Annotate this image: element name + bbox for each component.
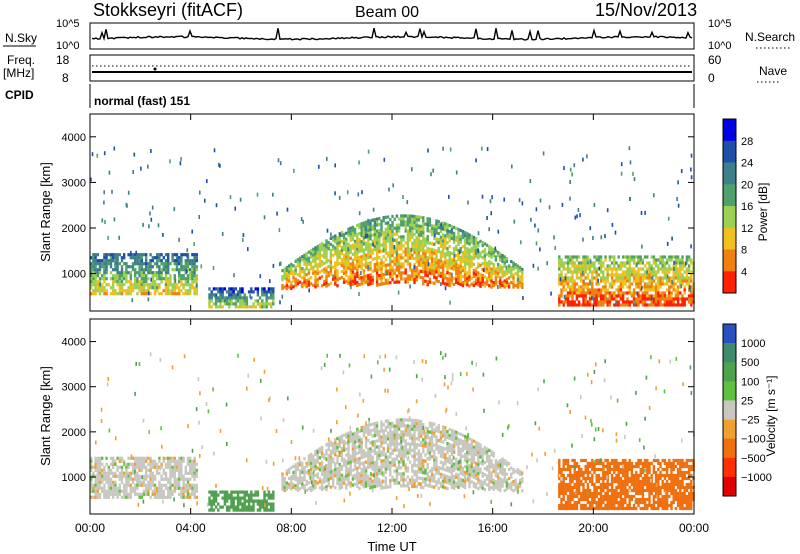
velocity-colorbar-swatch (723, 343, 736, 363)
noise-left-bottom-tick: 10^0 (56, 40, 80, 52)
power-colorbar-tick-label: 12 (741, 223, 753, 235)
power-echo-region (281, 214, 524, 291)
x-axis-ticks: 00:00 04:00 08:00 12:00 16:00 20:00 00:00 (75, 114, 709, 535)
power-y-tick-label: 3000 (62, 177, 86, 189)
power-echo-region (208, 287, 275, 309)
velocity-echo-region (208, 490, 275, 512)
power-colorbar-swatch (723, 184, 736, 207)
velocity-colorbar-swatch (723, 438, 736, 459)
x-tick-label: 16:00 (478, 521, 508, 535)
velocity-colorbar-swatch (723, 362, 736, 382)
velocity-colorbar-tick-label: −500 (741, 453, 766, 465)
power-scatter-echoes (90, 146, 693, 305)
power-colorbar-frame (722, 118, 737, 294)
velocity-colorbar-swatch (723, 400, 736, 420)
velocity-colorbar: 1000 500 100 25 −25 −100 −500 −1000 (722, 323, 772, 497)
x-tick-label: 20:00 (578, 521, 608, 535)
power-colorbar-swatch (723, 206, 736, 229)
power-y-tick-label: 2000 (62, 223, 86, 235)
power-colorbar-label: Power [dB] (756, 183, 770, 242)
velocity-colorbar-frame (722, 323, 737, 497)
power-colorbar-swatch (723, 162, 736, 185)
velocity-colorbar-swatch (723, 476, 736, 497)
power-colorbar-swatch (723, 140, 736, 163)
velocity-colorbar-tick-label: −1000 (741, 472, 772, 484)
freq-label-line2: [MHz] (3, 66, 34, 80)
power-y-tick-label: 4000 (62, 132, 86, 144)
frequency-panel: Freq. [MHz] 18 8 60 0 Nave (3, 53, 787, 85)
velocity-colorbar-swatch (723, 381, 736, 401)
velocity-y-axis-label: Slant Range [km] (38, 366, 53, 466)
velocity-y-tick-label: 4000 (62, 337, 86, 349)
velocity-panel: 1000 2000 3000 4000 Slant Range [km] 1000 50… (38, 318, 778, 515)
cpid-label: CPID (5, 88, 34, 102)
cpid-panel: CPID normal (fast) 151 (5, 84, 695, 108)
velocity-colorbar-tick-label: 25 (741, 395, 753, 407)
power-colorbar-swatch (723, 119, 736, 142)
freq-right-top-tick: 60 (708, 53, 722, 67)
date-title: 15/Nov/2013 (595, 0, 697, 20)
cpid-mode-text: normal (fast) 151 (94, 94, 190, 108)
x-tick-label: 00:00 (75, 521, 105, 535)
velocity-scatter-echoes (95, 351, 695, 509)
power-y-axis-label: Slant Range [km] (38, 162, 53, 262)
frequency-blip (153, 67, 157, 71)
velocity-echoes (90, 351, 695, 512)
beam-title: Beam 00 (355, 4, 419, 21)
noise-sky-trace (91, 27, 693, 42)
power-colorbar-tick-label: 8 (741, 245, 747, 257)
x-tick-label: 00:00 (679, 521, 709, 535)
velocity-colorbar-tick-label: 100 (741, 376, 759, 388)
velocity-y-tick-label: 2000 (62, 427, 86, 439)
freq-left-bottom-tick: 8 (62, 71, 69, 85)
power-colorbar-tick-label: 4 (741, 266, 747, 278)
x-tick-label: 04:00 (176, 521, 206, 535)
x-axis-label: Time UT (367, 539, 416, 554)
freq-right-bottom-tick: 0 (708, 71, 715, 85)
station-title: Stokkseyri (fitACF) (93, 0, 243, 20)
velocity-echo-region (90, 456, 198, 499)
x-tick-label: 08:00 (276, 521, 306, 535)
power-colorbar-tick-label: 20 (741, 179, 753, 191)
power-colorbar-swatch (723, 249, 736, 272)
noise-right-top-tick: 10^5 (708, 18, 732, 30)
velocity-colorbar-tick-label: 500 (741, 357, 759, 369)
noise-left-label: N.Sky (5, 31, 37, 45)
velocity-echo-region (558, 458, 695, 511)
power-colorbar-swatch (723, 227, 736, 250)
velocity-y-ticks: 1000 2000 3000 4000 (62, 337, 694, 484)
velocity-y-tick-label: 1000 (62, 472, 86, 484)
noise-left-top-tick: 10^5 (56, 18, 80, 30)
velocity-colorbar-swatch (723, 457, 736, 478)
velocity-colorbar-swatch (723, 419, 736, 439)
x-tick-label: 12:00 (377, 521, 407, 535)
velocity-colorbar-tick-label: 1000 (741, 338, 765, 350)
velocity-colorbar-tick-label: −25 (741, 415, 760, 427)
velocity-y-tick-label: 3000 (62, 382, 86, 394)
velocity-colorbar-tick-label: −100 (741, 434, 766, 446)
power-y-tick-label: 1000 (62, 269, 86, 281)
freq-left-top-tick: 18 (56, 53, 70, 67)
noise-right-label: N.Search (745, 30, 795, 44)
noise-panel: N.Sky 10^5 10^0 10^5 10^0 N.Search (3, 18, 795, 52)
velocity-colorbar-label: Velocity [m s⁻¹] (764, 375, 778, 456)
noise-right-bottom-tick: 10^0 (708, 40, 732, 52)
power-colorbar-tick-label: 16 (741, 201, 753, 213)
velocity-echo-region (281, 418, 524, 493)
power-echoes (90, 146, 695, 309)
power-y-ticks: 1000 2000 3000 4000 (62, 132, 694, 281)
power-colorbar-swatch (723, 271, 736, 294)
nave-label: Nave (759, 64, 787, 78)
power-colorbar: 4 8 12 16 20 24 28 (722, 118, 753, 294)
velocity-colorbar-swatch (723, 324, 736, 344)
power-echo-region (90, 253, 198, 296)
power-colorbar-tick-label: 28 (741, 136, 753, 148)
power-panel: 1000 2000 3000 4000 Slant Range [km] 4 8 12 16… (38, 113, 770, 312)
power-colorbar-tick-label: 24 (741, 158, 753, 170)
freq-label-line1: Freq. (7, 53, 35, 67)
